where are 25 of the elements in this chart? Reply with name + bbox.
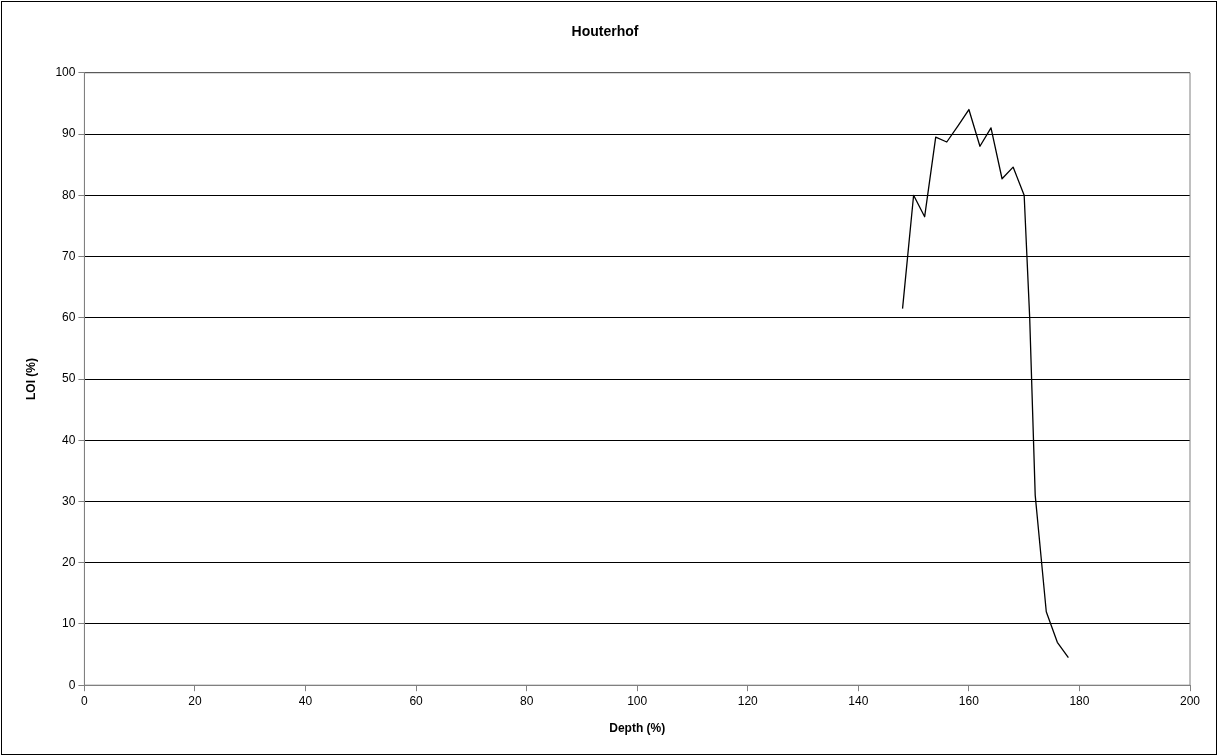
y-tick-label: 60: [62, 310, 76, 325]
x-tick-label: 80: [519, 693, 534, 708]
y-tick-label: 70: [62, 248, 76, 263]
x-axis-title: Depth (%): [609, 721, 666, 736]
y-axis-title: LOI (%): [23, 358, 38, 400]
x-tick-label: 0: [81, 693, 89, 708]
x-tick-label: 20: [188, 693, 202, 708]
y-tick-label: 0: [68, 677, 76, 692]
y-tick-label: 100: [55, 65, 76, 80]
x-tick-label: 40: [298, 693, 313, 708]
x-tick-label: 180: [1069, 693, 1090, 708]
y-tick-label: 90: [62, 126, 76, 141]
x-tick-label: 60: [409, 693, 424, 708]
x-tick-label: 200: [1179, 693, 1201, 708]
x-tick-label: 140: [848, 693, 869, 708]
chart-title: Houterhof: [571, 23, 639, 40]
y-tick-label: 10: [62, 616, 76, 631]
x-tick-label: 160: [958, 693, 980, 708]
y-tick-label: 50: [62, 371, 76, 386]
x-tick-label: 100: [627, 693, 648, 708]
y-tick-label: 30: [62, 493, 76, 508]
x-tick-label: 120: [737, 693, 759, 708]
y-tick-label: 20: [62, 555, 76, 570]
y-tick-label: 80: [62, 187, 76, 202]
y-tick-label: 40: [62, 432, 76, 447]
